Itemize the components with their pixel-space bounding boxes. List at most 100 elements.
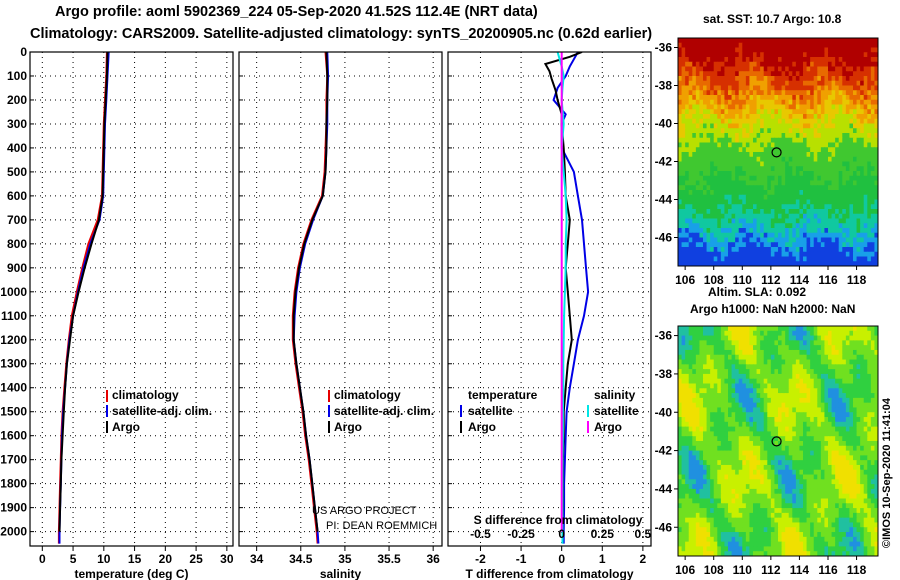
map-cell	[756, 185, 761, 191]
map-cell	[820, 378, 826, 385]
map-cell	[763, 479, 768, 485]
map-cell	[681, 455, 686, 461]
map-cell	[724, 99, 729, 106]
map-cell	[828, 421, 833, 428]
map-cell	[688, 194, 693, 201]
map-cell	[770, 199, 776, 205]
map-cell	[874, 204, 878, 210]
map-cell	[803, 388, 808, 394]
map-cell	[860, 133, 865, 139]
map-cell	[778, 199, 783, 205]
map-cell	[781, 76, 786, 82]
map-cell	[828, 137, 833, 144]
map-cell	[706, 85, 711, 91]
map-cell	[706, 359, 711, 365]
map-cell	[738, 479, 743, 485]
map-cell	[799, 142, 804, 148]
map-cell	[853, 85, 858, 91]
map-cell	[835, 156, 840, 163]
map-cell	[717, 42, 722, 49]
map-cell	[767, 152, 772, 158]
x-axis-label: salinity	[320, 567, 362, 580]
map-cell	[774, 261, 779, 266]
map-cell	[860, 175, 865, 182]
map-cell	[817, 484, 822, 490]
map-cell	[788, 369, 793, 375]
map-cell	[717, 152, 722, 158]
map-cell	[678, 326, 683, 332]
map-cell	[828, 47, 833, 53]
map-cell	[835, 204, 840, 210]
map-cell	[838, 421, 843, 428]
map-cell	[756, 251, 761, 258]
map-cell	[867, 484, 872, 490]
map-cell	[738, 80, 743, 87]
map-cell	[742, 42, 747, 49]
map-cell	[717, 166, 722, 172]
x-tick-label: 15	[128, 552, 142, 566]
map-cell	[810, 147, 815, 153]
map-cell	[717, 118, 722, 125]
map-cell	[860, 61, 865, 68]
map-cell	[681, 354, 686, 361]
map-cell	[838, 204, 843, 210]
map-cell	[703, 152, 708, 158]
map-cell	[742, 407, 747, 413]
map-cell	[681, 57, 686, 63]
map-cell	[720, 431, 726, 437]
map-cell	[717, 488, 722, 495]
map-cell	[860, 364, 865, 370]
map-cell	[820, 335, 826, 341]
map-cell	[824, 109, 829, 115]
map-cell	[810, 213, 815, 220]
map-cell	[795, 194, 801, 201]
map-cell	[717, 156, 722, 163]
map-cell	[860, 66, 865, 72]
map-cell	[717, 445, 722, 452]
map-cell	[724, 426, 729, 433]
map-cell	[813, 218, 818, 224]
map-cell	[756, 109, 761, 115]
map-cell	[745, 237, 751, 243]
map-cell	[870, 455, 876, 461]
map-cell	[692, 484, 697, 490]
map-cell	[706, 388, 711, 394]
map-cell	[792, 180, 797, 186]
map-cell	[695, 421, 701, 428]
map-cell	[781, 349, 786, 356]
map-cell	[763, 426, 768, 433]
map-cell	[720, 369, 726, 375]
map-cell	[842, 175, 847, 182]
map-cell	[856, 213, 861, 220]
map-cell	[735, 340, 740, 346]
x-tick-label: 1	[599, 552, 606, 566]
map-cell	[756, 445, 761, 452]
map-cell	[710, 237, 715, 243]
map-cell	[820, 345, 826, 351]
map-cell	[685, 261, 690, 266]
map-cell	[820, 349, 826, 356]
map-cell	[678, 412, 683, 418]
map-cell	[753, 464, 758, 471]
map-cell	[835, 66, 840, 72]
map-cell	[767, 180, 772, 186]
map-cell	[803, 109, 808, 115]
map-cell	[774, 156, 779, 163]
map-cell	[713, 335, 718, 341]
map-cell	[735, 232, 740, 239]
map-cell	[735, 326, 740, 332]
map-cell	[856, 52, 861, 58]
series-line-argo	[58, 52, 109, 532]
map-cell	[756, 194, 761, 201]
map-cell	[688, 156, 693, 163]
map-cell	[788, 450, 793, 456]
map-cell	[728, 194, 733, 201]
map-cell	[810, 402, 815, 409]
map-cell	[713, 66, 718, 72]
map-cell	[742, 493, 747, 500]
map-cell	[863, 493, 868, 500]
map-cell	[710, 484, 715, 490]
map-cell	[738, 474, 743, 480]
map-cell	[713, 340, 718, 346]
map-cell	[788, 223, 793, 229]
